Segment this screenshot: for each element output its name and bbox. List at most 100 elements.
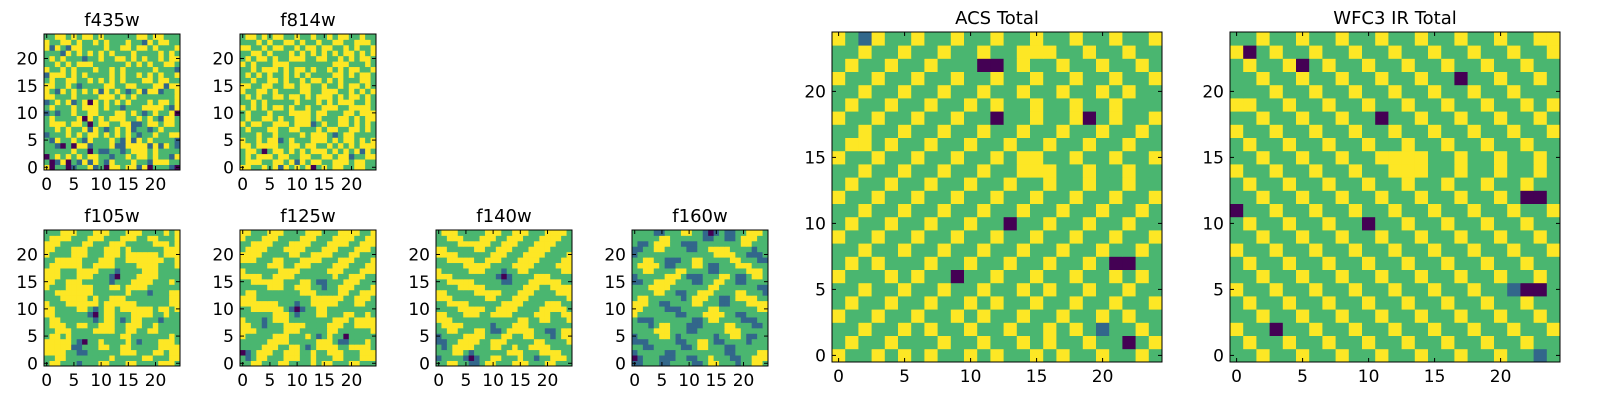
heatmap-cell	[1348, 164, 1363, 178]
heatmap-cell	[316, 311, 322, 318]
heatmap-cell	[964, 58, 978, 72]
heatmap-cell	[103, 278, 110, 285]
heatmap-cell	[751, 355, 758, 361]
heatmap-cell	[762, 317, 769, 323]
heatmap-cell	[316, 284, 322, 291]
heatmap-cell	[898, 98, 912, 112]
heatmap-cell	[332, 66, 339, 73]
heatmap-cell	[648, 251, 655, 258]
heatmap-cell	[65, 164, 72, 171]
heatmap-cell	[937, 269, 952, 284]
heatmap-cell	[163, 115, 170, 122]
heatmap-cell	[109, 34, 116, 40]
heatmap-cell	[294, 355, 301, 361]
heatmap-cell	[261, 230, 268, 236]
heatmap-cell	[267, 355, 274, 361]
heatmap-cell	[691, 300, 698, 307]
heatmap-cell	[288, 311, 295, 318]
heatmap-cell	[964, 348, 978, 363]
heatmap-cell	[523, 322, 529, 329]
heatmap-cell	[729, 240, 736, 247]
heatmap-cell	[125, 77, 132, 84]
heatmap-cell	[479, 246, 486, 253]
heatmap-cell	[512, 306, 518, 312]
heatmap-cell	[664, 295, 671, 302]
heatmap-cell	[82, 34, 88, 40]
heatmap-cell	[533, 349, 540, 356]
heatmap-cell	[924, 269, 938, 284]
heatmap-cell	[1109, 203, 1123, 218]
heatmap-cell	[272, 295, 279, 302]
heatmap-cell	[452, 246, 459, 253]
heatmap-cell	[697, 344, 704, 351]
heatmap-cell	[163, 93, 170, 100]
heatmap-cell	[288, 333, 295, 340]
heatmap-cell	[479, 338, 486, 345]
heatmap-cell	[109, 137, 116, 144]
heatmap-cell	[436, 284, 442, 291]
heatmap-cell	[670, 251, 676, 258]
heatmap-cell	[719, 284, 725, 291]
heatmap-cell	[648, 306, 655, 312]
heatmap-cell	[729, 278, 736, 285]
heatmap-cell	[937, 348, 952, 363]
heatmap-cell	[354, 235, 361, 242]
heatmap-cell	[924, 137, 938, 152]
heatmap-cell	[169, 327, 175, 334]
heatmap-cell	[550, 306, 557, 312]
heatmap-cell	[131, 355, 137, 361]
heatmap-cell	[158, 333, 165, 340]
heatmap-cell	[49, 142, 56, 149]
heatmap-cell	[136, 322, 143, 329]
heatmap-cell	[1043, 84, 1057, 99]
heatmap-cell	[359, 88, 366, 95]
heatmap-cell	[44, 159, 50, 165]
heatmap-cell	[354, 61, 361, 68]
heatmap-cell	[1480, 177, 1495, 191]
heatmap-cell	[147, 99, 154, 106]
heatmap-cell	[87, 240, 94, 247]
heatmap-cell	[163, 240, 170, 247]
heatmap-cell	[1096, 150, 1110, 165]
heatmap-cell	[1056, 84, 1070, 99]
heatmap-cell	[501, 230, 508, 236]
heatmap-cell	[131, 268, 137, 274]
heatmap-cell	[299, 273, 306, 280]
heatmap-cell	[463, 235, 470, 242]
heatmap-cell	[152, 39, 159, 46]
heatmap-cell	[452, 360, 459, 367]
heatmap-cell	[937, 32, 952, 46]
heatmap-cell	[256, 344, 263, 351]
heatmap-cell	[506, 240, 513, 247]
heatmap-cell	[686, 273, 693, 280]
heatmap-cell	[141, 88, 148, 95]
heatmap-cell	[174, 327, 181, 334]
heatmap-cell	[884, 111, 899, 125]
heatmap-cell	[163, 262, 170, 269]
heatmap-cell	[158, 55, 165, 62]
heatmap-cell	[1494, 177, 1508, 191]
heatmap-cell	[125, 153, 132, 160]
heatmap-cell	[1135, 124, 1150, 138]
heatmap-cell	[697, 246, 704, 253]
heatmap-cell	[125, 338, 132, 345]
heatmap-cell	[1082, 58, 1097, 72]
heatmap-cell	[288, 50, 295, 57]
heatmap-cell	[1282, 296, 1297, 310]
heatmap-cell	[348, 289, 355, 296]
heatmap-cell	[120, 344, 126, 351]
heatmap-cell	[697, 278, 704, 285]
heatmap-cell	[103, 99, 110, 106]
heatmap-cell	[87, 93, 94, 100]
heatmap-cell	[337, 278, 344, 285]
heatmap-cell	[708, 240, 714, 247]
heatmap-cell	[365, 289, 371, 296]
heatmap-cell	[114, 82, 121, 89]
heatmap-cell	[1122, 230, 1136, 244]
heatmap-cell	[60, 110, 67, 116]
heatmap-cell	[365, 355, 371, 361]
heatmap-cell	[436, 300, 442, 307]
heatmap-cell	[343, 306, 350, 312]
heatmap-cell	[898, 32, 912, 46]
